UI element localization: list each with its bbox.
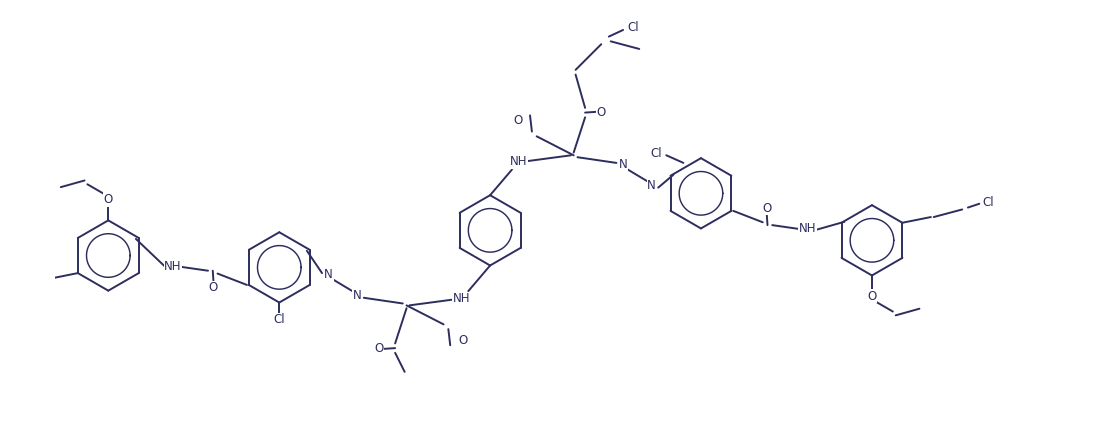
Text: NH: NH — [453, 292, 471, 305]
Text: Cl: Cl — [982, 196, 994, 209]
Text: O: O — [762, 201, 772, 215]
Text: O: O — [513, 114, 522, 127]
Text: N: N — [353, 290, 362, 303]
Text: O: O — [868, 290, 877, 303]
Text: O: O — [457, 334, 467, 347]
Text: N: N — [647, 179, 656, 192]
Text: NH: NH — [799, 222, 816, 235]
Text: O: O — [597, 106, 606, 119]
Text: N: N — [325, 269, 333, 282]
Text: N: N — [619, 158, 627, 171]
Text: Cl: Cl — [651, 147, 663, 160]
Text: O: O — [208, 281, 217, 294]
Text: Cl: Cl — [273, 313, 285, 326]
Text: Cl: Cl — [626, 20, 638, 34]
Text: O: O — [104, 193, 113, 206]
Text: NH: NH — [165, 260, 182, 273]
Text: O: O — [374, 342, 384, 354]
Text: NH: NH — [510, 156, 528, 168]
